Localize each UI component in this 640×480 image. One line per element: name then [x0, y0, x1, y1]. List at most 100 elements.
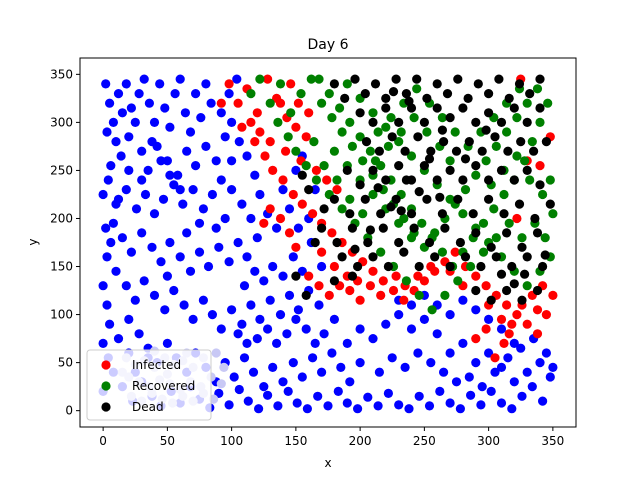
susceptible-point-11	[116, 151, 126, 161]
x-tick-label-6: 300	[477, 434, 500, 448]
infected-point-13	[268, 165, 278, 175]
dead-point-72	[406, 209, 417, 219]
susceptible-point-29	[143, 165, 153, 175]
susceptible-point-245	[98, 281, 108, 291]
recovered-point-129	[319, 161, 329, 171]
dead-point-20	[535, 74, 545, 84]
susceptible-point-12	[124, 132, 134, 142]
susceptible-point-9	[130, 117, 140, 127]
susceptible-point-199	[426, 358, 436, 368]
recovered-point-48	[355, 132, 365, 142]
susceptible-point-54	[126, 247, 136, 257]
dead-point-69	[360, 194, 370, 204]
susceptible-point-119	[327, 348, 337, 358]
dead-point-94	[502, 228, 512, 238]
recovered-point-92	[273, 117, 283, 127]
susceptible-point-176	[432, 329, 442, 339]
recovered-point-126	[358, 209, 368, 219]
dead-point-86	[378, 223, 388, 233]
infected-point-74	[311, 165, 321, 175]
susceptible-point-36	[211, 156, 221, 166]
susceptible-point-136	[234, 384, 244, 395]
infected-point-75	[322, 175, 332, 185]
infected-point-19	[327, 228, 337, 238]
recovered-point-23	[481, 156, 491, 166]
y-tick-label-3: 150	[50, 260, 73, 274]
susceptible-point-99	[134, 329, 144, 339]
susceptible-point-86	[227, 305, 237, 315]
infected-point-31	[450, 247, 460, 257]
susceptible-point-6	[121, 79, 131, 89]
dead-point-88	[409, 223, 419, 233]
infected-point-26	[399, 295, 409, 305]
susceptible-point-236	[165, 170, 175, 180]
recovered-point-105	[437, 113, 447, 123]
infected-point-87	[504, 329, 514, 339]
susceptible-point-120	[336, 362, 346, 372]
y-tick-label-1: 50	[58, 356, 73, 370]
dead-point-71	[391, 194, 401, 204]
dead-point-138	[520, 269, 530, 279]
susceptible-point-121	[345, 377, 355, 387]
susceptible-point-174	[458, 338, 468, 348]
infected-point-6	[291, 122, 301, 132]
recovered-point-57	[394, 137, 404, 147]
infected-point-14	[278, 175, 288, 185]
susceptible-point-142	[292, 398, 302, 408]
dead-point-121	[297, 170, 307, 180]
recovered-point-101	[386, 113, 396, 123]
infected-point-33	[471, 271, 481, 281]
dead-point-130	[404, 96, 414, 106]
recovered-point-78	[440, 290, 450, 300]
recovered-point-34	[499, 189, 509, 200]
recovered-point-29	[543, 98, 553, 108]
susceptible-point-27	[206, 98, 216, 108]
recovered-point-106	[450, 127, 460, 137]
dead-point-43	[451, 146, 462, 156]
dead-point-17	[504, 93, 514, 103]
susceptible-point-47	[140, 189, 151, 200]
susceptible-point-114	[278, 377, 288, 387]
infected-point-53	[355, 295, 365, 305]
susceptible-point-0	[101, 79, 111, 89]
susceptible_pale-point-30	[211, 348, 221, 358]
dead-point-30	[471, 117, 481, 127]
recovered-point-122	[409, 113, 419, 123]
dead-point-13	[463, 93, 473, 103]
susceptible-point-64	[224, 257, 234, 267]
dead-point-111	[471, 285, 481, 296]
susceptible-point-95	[314, 300, 324, 310]
susceptible-point-60	[185, 266, 196, 276]
dead-point-27	[432, 103, 442, 113]
susceptible-point-152	[394, 400, 404, 410]
susceptible-point-34	[191, 161, 201, 171]
x-axis-label: x	[324, 456, 331, 470]
dead-point-98	[353, 261, 363, 272]
susceptible-point-252	[124, 314, 134, 324]
susceptible-point-257	[250, 266, 260, 276]
recovered-point-124	[383, 141, 393, 151]
dead-point-135	[350, 244, 360, 254]
dead-point-8	[412, 74, 422, 84]
susceptible-point-109	[229, 372, 239, 382]
dead-point-118	[310, 237, 320, 248]
susceptible-point-16	[149, 117, 160, 127]
dead-point-24	[394, 117, 404, 127]
susceptible-point-3	[113, 89, 124, 99]
dead-point-73	[422, 194, 432, 204]
recovered-point-25	[502, 127, 512, 137]
susceptible-point-208	[541, 348, 552, 358]
recovered-point-8	[327, 113, 337, 123]
dead-point-122	[291, 271, 301, 281]
susceptible-point-265	[291, 165, 301, 175]
susceptible-point-225	[272, 223, 282, 233]
dead-point-52	[355, 180, 365, 190]
susceptible-point-63	[214, 242, 224, 252]
infected-point-9	[216, 98, 226, 108]
dead-point-109	[522, 252, 532, 262]
dead-point-10	[432, 79, 442, 89]
susceptible-point-186	[310, 338, 320, 348]
dead-point-2	[350, 74, 360, 84]
x-tick-label-5: 250	[413, 434, 436, 448]
susceptible-point-202	[464, 372, 474, 382]
